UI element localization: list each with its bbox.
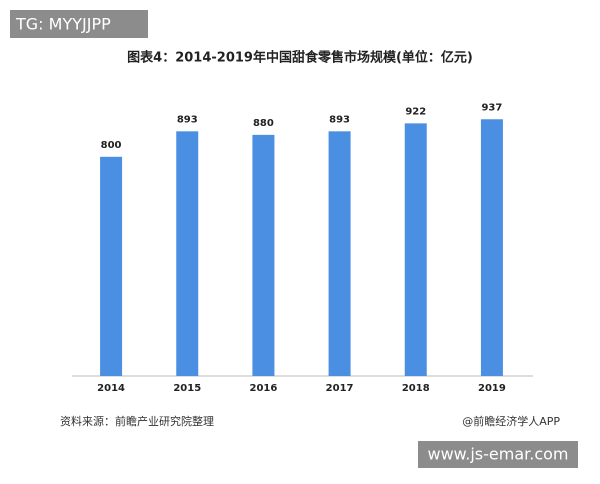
bar (480, 119, 503, 377)
tag-box (10, 10, 148, 38)
bar (328, 131, 351, 376)
data-label: 893 (329, 114, 350, 125)
watermark: www.js-emar.com (427, 445, 568, 464)
source: 资料来源：前瞻产业研究院整理 (60, 414, 214, 428)
data-label: 937 (481, 102, 502, 113)
x-tick-label: 2019 (478, 383, 506, 394)
bar (176, 131, 199, 376)
x-tick-label: 2014 (97, 383, 125, 394)
data-label: 893 (177, 114, 198, 125)
tag: TG: MYYJJPP (15, 15, 111, 34)
brand: @前瞻经济学人APP (462, 414, 560, 428)
data-label: 800 (101, 140, 122, 151)
bar (252, 134, 275, 376)
bar (404, 123, 427, 376)
chart-title: 图表4：2014-2019年中国甜食零售市场规模(单位：亿元) (127, 50, 473, 66)
x-tick-label: 2017 (326, 383, 354, 394)
watermark-box (418, 441, 578, 468)
data-label: 880 (253, 118, 274, 129)
data-label: 922 (405, 106, 426, 117)
x-tick-label: 2016 (249, 383, 277, 394)
x-tick-label: 2018 (402, 383, 430, 394)
x-tick-label: 2015 (173, 383, 201, 394)
bar (100, 156, 123, 376)
